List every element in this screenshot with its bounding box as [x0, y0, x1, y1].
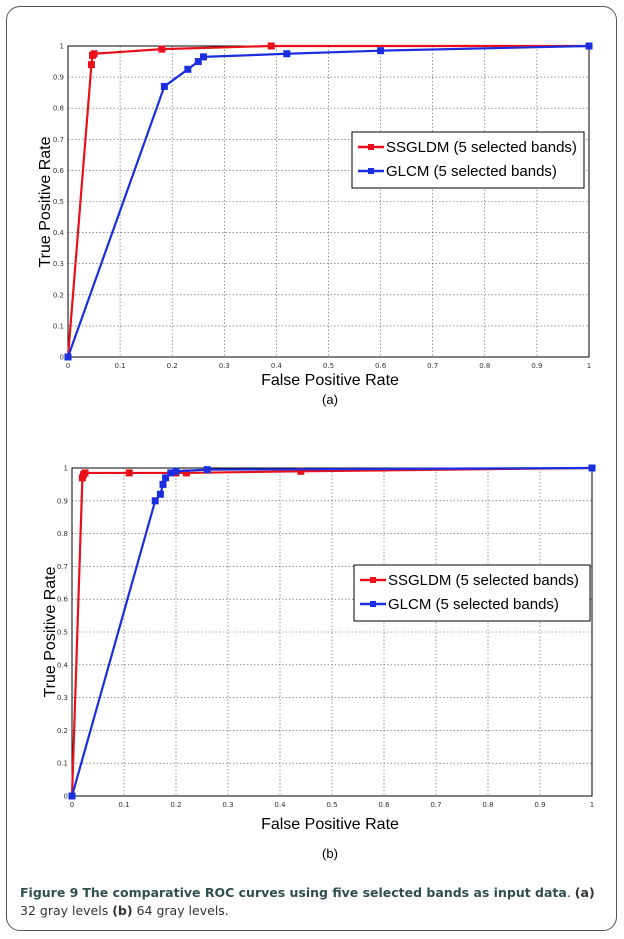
x-tick-label: 0	[70, 801, 74, 809]
y-tick-label: 0.3	[57, 694, 68, 702]
data-point-ssgldm	[87, 61, 95, 69]
panel-label: (a)	[322, 392, 338, 407]
data-point-glcm	[588, 464, 596, 472]
x-tick-label: 0.5	[323, 362, 334, 370]
caption-part-b-text: 64 gray levels.	[136, 903, 229, 918]
x-tick-label: 0	[66, 362, 70, 370]
roc-figure: 0 0.1 0.2 0.3 0.4 0.5 0.6 0.7 0.8 0.9 1 0 0.1 0.2 0.3 0…	[37, 42, 596, 861]
legend-label-ssgldm: SSGLDM (5 selected bands)	[388, 572, 579, 589]
figure-caption: Figure 9 The comparative ROC curves usin…	[20, 885, 595, 918]
y-axis-label: True Positive Rate	[42, 566, 59, 697]
y-tick-label: 0.9	[53, 74, 64, 82]
x-tick-label: 1	[587, 362, 591, 370]
x-tick-label: 0.5	[326, 801, 337, 809]
data-point-glcm	[64, 353, 72, 361]
x-tick-label: 0.8	[482, 801, 493, 809]
x-tick-label: 0.4	[271, 362, 283, 370]
x-tick-label: 0.1	[115, 362, 126, 370]
y-tick-label: 0.8	[53, 105, 64, 113]
x-tick-label: 0.3	[222, 801, 233, 809]
x-tick-label: 0.7	[427, 362, 438, 370]
legend-swatch-marker	[368, 168, 374, 174]
data-point-glcm	[283, 50, 291, 58]
data-point-glcm	[162, 474, 170, 482]
data-point-glcm	[194, 58, 202, 66]
legend-label-glcm: GLCM (5 selected bands)	[388, 596, 559, 613]
y-tick-label: 0.5	[57, 629, 68, 637]
caption-part-a-text: 32 gray levels	[20, 903, 109, 918]
legend-box	[353, 564, 591, 622]
data-point-glcm	[156, 490, 164, 498]
data-point-ssgldm	[158, 45, 166, 53]
x-tick-label: 0.8	[479, 362, 490, 370]
caption-part-b-tag: (b)	[112, 903, 133, 918]
data-point-glcm	[184, 65, 192, 73]
legend-label-ssgldm: SSGLDM (5 selected bands)	[386, 139, 577, 156]
y-tick-label: 0.7	[57, 563, 68, 571]
x-tick-label: 0.7	[430, 801, 441, 809]
y-tick-label: 0.1	[53, 322, 64, 330]
x-tick-label: 0.6	[378, 801, 390, 809]
x-tick-label: 0.9	[534, 801, 545, 809]
y-tick-label: 0	[64, 793, 68, 801]
x-tick-label: 1	[590, 801, 594, 809]
data-point-ssgldm	[267, 42, 275, 50]
x-tick-label: 0.9	[531, 362, 542, 370]
x-tick-label: 0.3	[219, 362, 230, 370]
y-tick-label: 0.5	[53, 198, 64, 206]
x-tick-label: 0.4	[274, 801, 286, 809]
legend-box	[351, 131, 585, 189]
y-tick-label: 1	[64, 465, 68, 473]
y-axis-label: True Positive Rate	[37, 136, 54, 267]
data-point-glcm	[199, 53, 207, 61]
y-tick-label: 0.4	[53, 229, 65, 237]
y-tick-label: 0	[60, 354, 64, 362]
data-point-glcm	[377, 47, 385, 55]
y-tick-label: 0.2	[53, 291, 64, 299]
data-point-glcm	[68, 792, 76, 800]
y-tick-label: 0.6	[53, 167, 65, 175]
caption-part-a-tag: (a)	[574, 885, 595, 900]
legend-swatch-marker	[370, 577, 376, 583]
y-tick-label: 0.1	[57, 760, 68, 768]
plot-frame	[71, 467, 593, 797]
x-axis-label: False Positive Rate	[261, 816, 399, 833]
data-point-ssgldm	[81, 469, 89, 477]
y-tick-label: 0.8	[57, 530, 68, 538]
data-point-ssgldm	[125, 469, 133, 477]
y-tick-label: 0.7	[53, 136, 64, 144]
y-tick-label: 0.6	[57, 596, 69, 604]
data-point-ssgldm	[90, 50, 98, 58]
x-tick-label: 0.6	[375, 362, 387, 370]
x-tick-label: 0.1	[118, 801, 129, 809]
data-point-glcm	[160, 82, 168, 90]
y-tick-label: 0.3	[53, 260, 64, 268]
x-axis-label: False Positive Rate	[261, 372, 399, 389]
panel-label: (b)	[322, 846, 338, 861]
y-tick-label: 0.9	[57, 497, 68, 505]
x-tick-label: 0.2	[170, 801, 181, 809]
x-tick-label: 0.2	[167, 362, 178, 370]
data-point-glcm	[203, 466, 211, 474]
roc-panel-b: 0 0.1 0.2 0.3 0.4 0.5 0.6 0.7 0.8 0.9 1 0 0.1 0.2 0.3 0…	[42, 464, 596, 861]
y-tick-label: 0.2	[57, 727, 68, 735]
roc-panel-a: 0 0.1 0.2 0.3 0.4 0.5 0.6 0.7 0.8 0.9 1 0 0.1 0.2 0.3 0…	[37, 42, 593, 407]
y-tick-label: 1	[60, 43, 64, 51]
legend-swatch-marker	[368, 144, 374, 150]
data-point-glcm	[172, 467, 180, 475]
legend-swatch-marker	[370, 601, 376, 607]
data-point-glcm	[151, 497, 159, 505]
caption-title: The comparative ROC curves using five se…	[82, 885, 567, 900]
data-point-glcm	[159, 480, 167, 488]
y-tick-label: 0.4	[57, 661, 69, 669]
legend-label-glcm: GLCM (5 selected bands)	[386, 163, 557, 180]
data-point-glcm	[585, 42, 593, 50]
caption-label: Figure 9	[20, 885, 79, 900]
